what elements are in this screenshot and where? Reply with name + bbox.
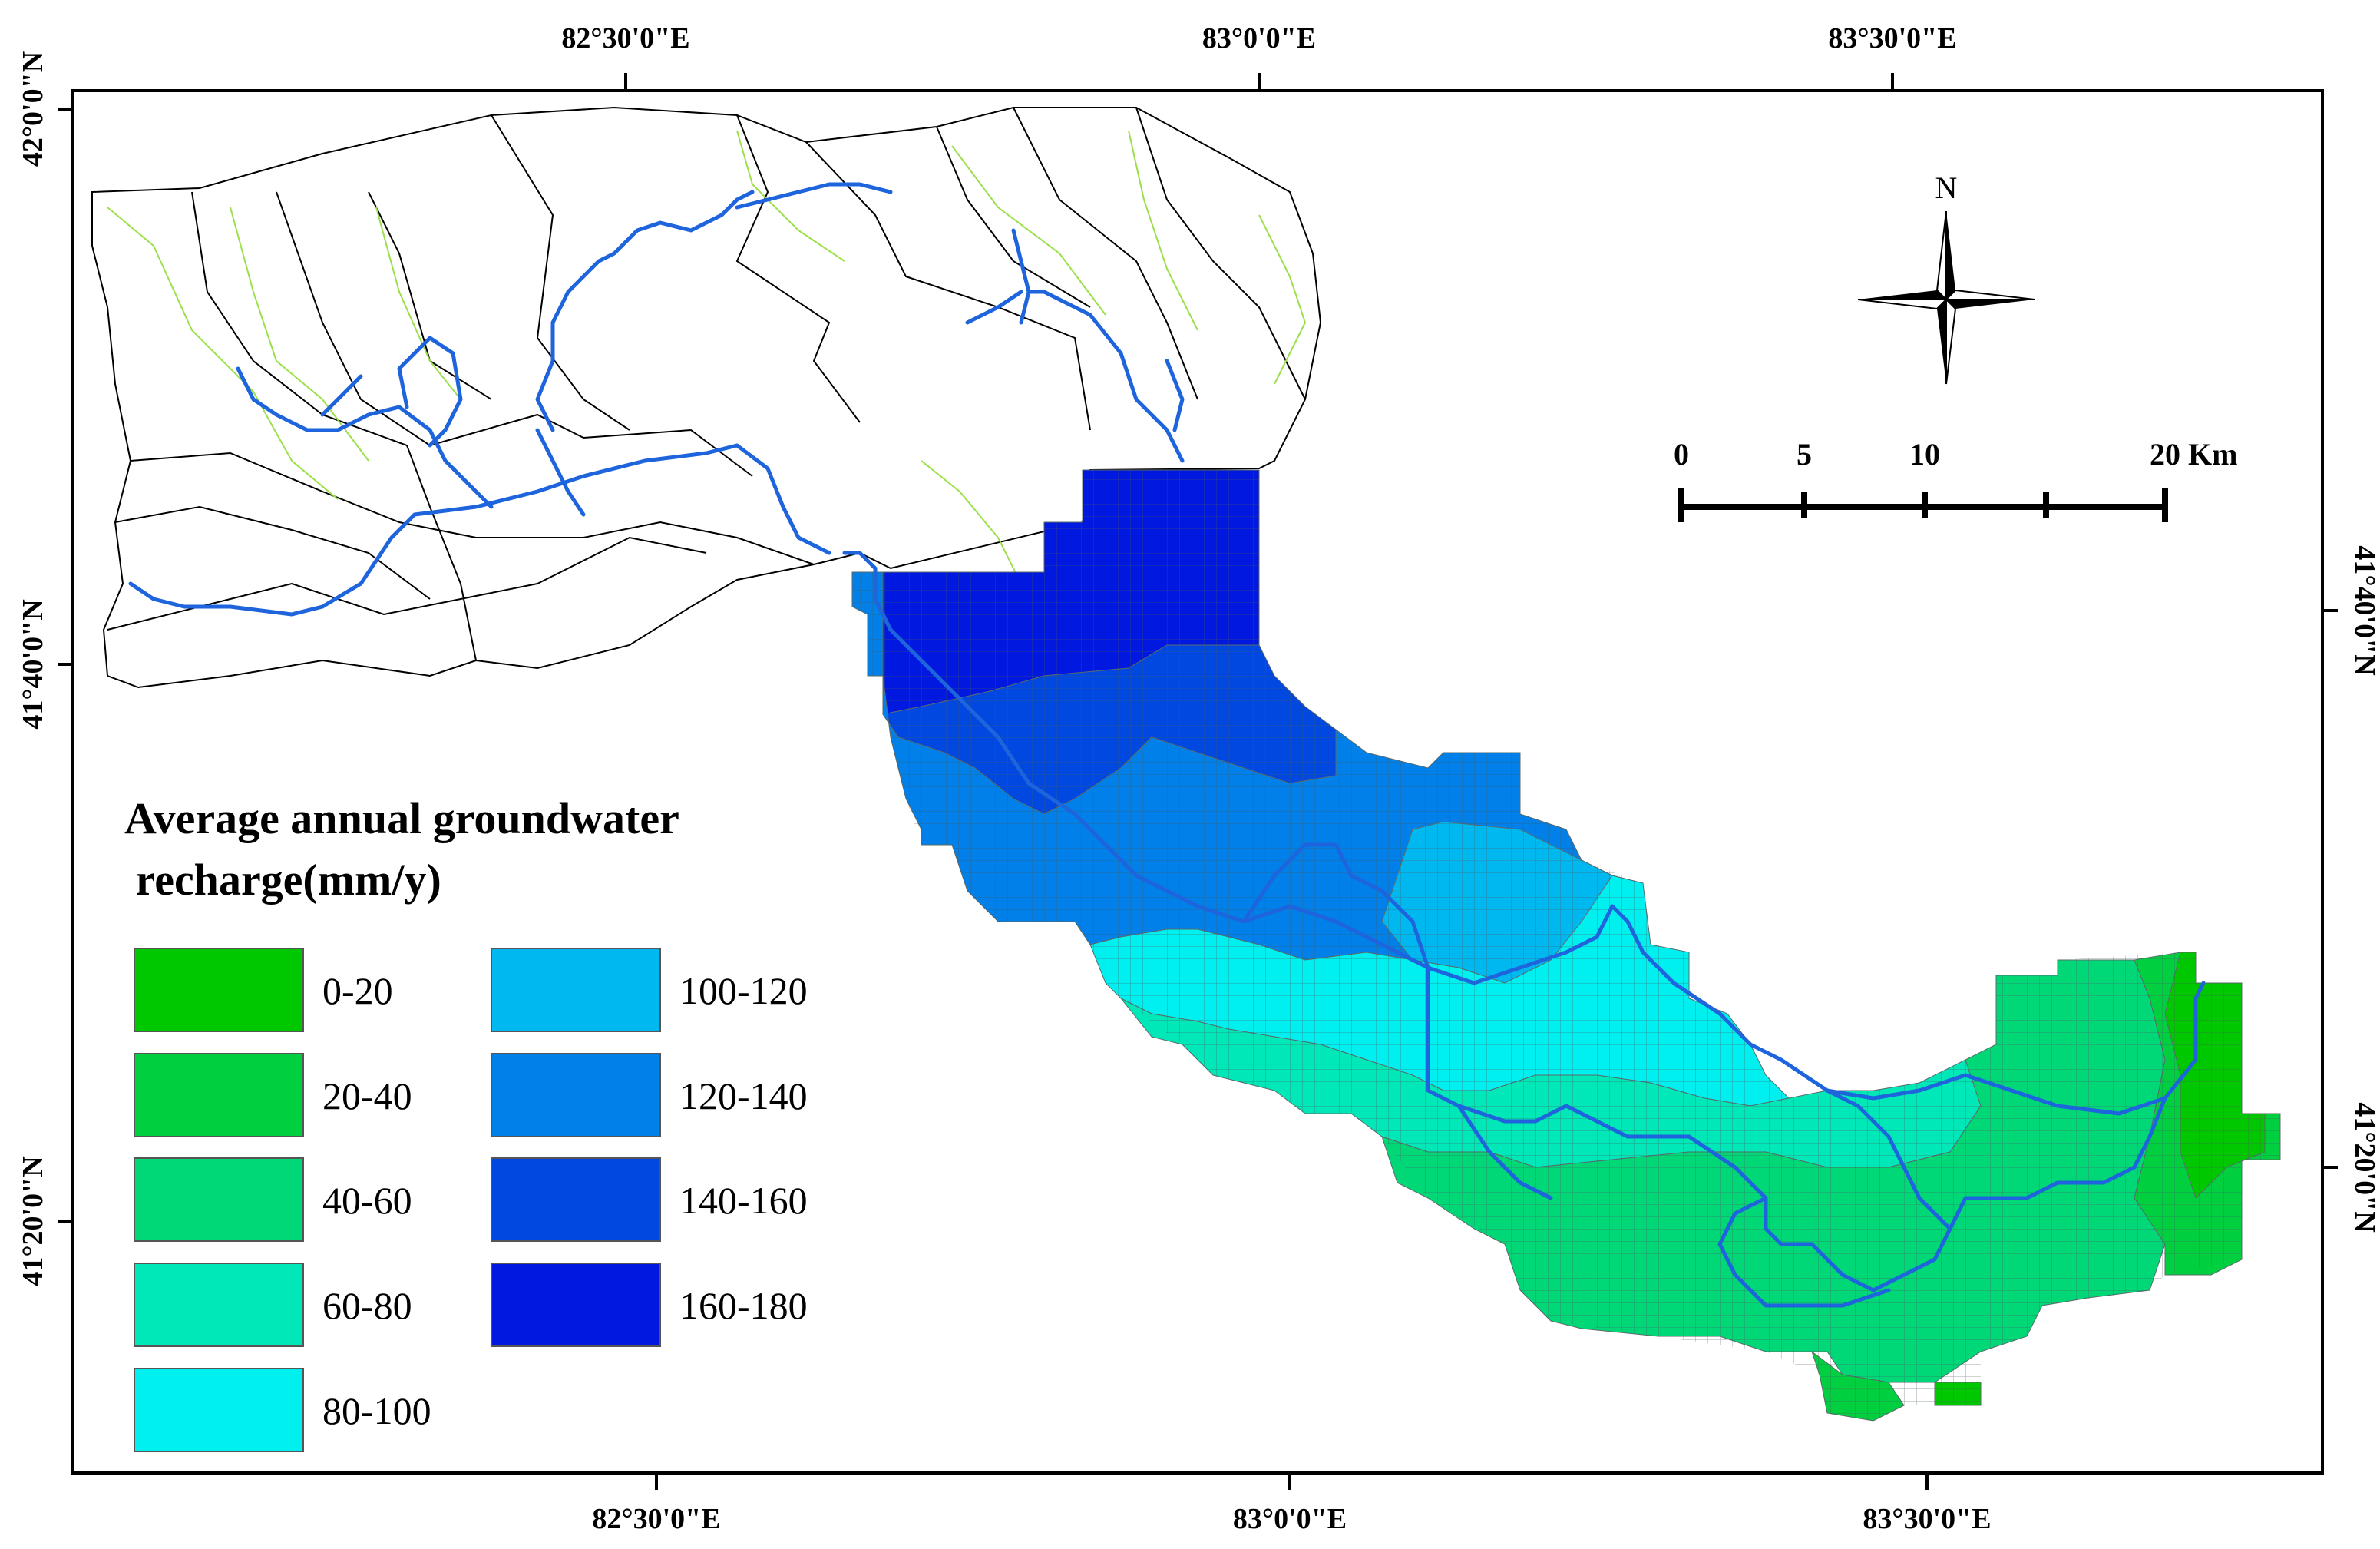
legend-label-80-100: 80-100 — [322, 1389, 431, 1432]
legend-swatch-0-20 — [134, 948, 304, 1032]
legend-swatch-20-40 — [134, 1053, 304, 1137]
frame-ticks — [58, 73, 2338, 1490]
scale-label-5: 5 — [1797, 437, 1812, 472]
coord-bottom-2: 83°0'0"E — [1233, 1503, 1347, 1535]
coord-bottom-1: 82°30'0"E — [592, 1503, 720, 1535]
legend-label-160-180: 160-180 — [679, 1284, 808, 1327]
legend-label-120-140: 120-140 — [679, 1074, 808, 1117]
coord-right-2: 41°20'0"N — [2349, 1102, 2380, 1232]
scale-bar: 0 5 10 20 Km — [1674, 437, 2237, 522]
legend-swatch-160-180 — [491, 1263, 661, 1347]
legend-swatch-80-100 — [134, 1368, 304, 1452]
scale-label-10: 10 — [1909, 437, 1940, 472]
scale-label-0: 0 — [1674, 437, 1689, 472]
coord-top-3: 83°30'0"E — [1828, 22, 1956, 55]
north-label: N — [1935, 170, 1958, 205]
legend-swatch-140-160 — [491, 1157, 661, 1242]
coord-left-2: 41°40'0"N — [17, 599, 49, 729]
compass-rose-icon — [1857, 210, 2035, 385]
coord-top-2: 83°0'0"E — [1202, 22, 1316, 55]
river-network — [128, 182, 2206, 1308]
legend-label-100-120: 100-120 — [679, 969, 808, 1012]
coord-right-1: 41°40'0"N — [2349, 545, 2380, 675]
legend-label-20-40: 20-40 — [322, 1074, 412, 1117]
map-frame — [71, 89, 2324, 1475]
legend-swatch-100-120 — [491, 948, 661, 1032]
legend-title-line2: recharge(mm/y) — [124, 855, 441, 905]
legend-label-0-20: 0-20 — [322, 969, 393, 1012]
legend-title-line1: Average annual groundwater — [124, 793, 679, 843]
legend-label-140-160: 140-160 — [679, 1179, 808, 1222]
coord-left-1: 42°0'0"N — [17, 51, 49, 167]
legend-label-60-80: 60-80 — [322, 1284, 412, 1327]
scale-label-20km: 20 Km — [2150, 437, 2237, 472]
north-arrow: N — [1857, 170, 2035, 385]
grid-cells-overlay — [852, 470, 2280, 1421]
coord-top-1: 82°30'0"E — [561, 22, 689, 55]
legend-swatch-120-140 — [491, 1053, 661, 1137]
coord-left-3: 41°20'0"N — [17, 1156, 49, 1286]
upper-watershed — [91, 106, 1322, 689]
legend-swatch-60-80 — [134, 1263, 304, 1347]
coord-bottom-3: 83°30'0"E — [1863, 1503, 1991, 1535]
legend-swatch-40-60 — [134, 1157, 304, 1242]
legend: Average annual groundwater recharge(mm/y… — [124, 793, 808, 1452]
legend-label-40-60: 40-60 — [322, 1179, 412, 1222]
coordinate-labels: 82°30'0"E 83°0'0"E 83°30'0"E 82°30'0"E 8… — [17, 22, 2380, 1535]
